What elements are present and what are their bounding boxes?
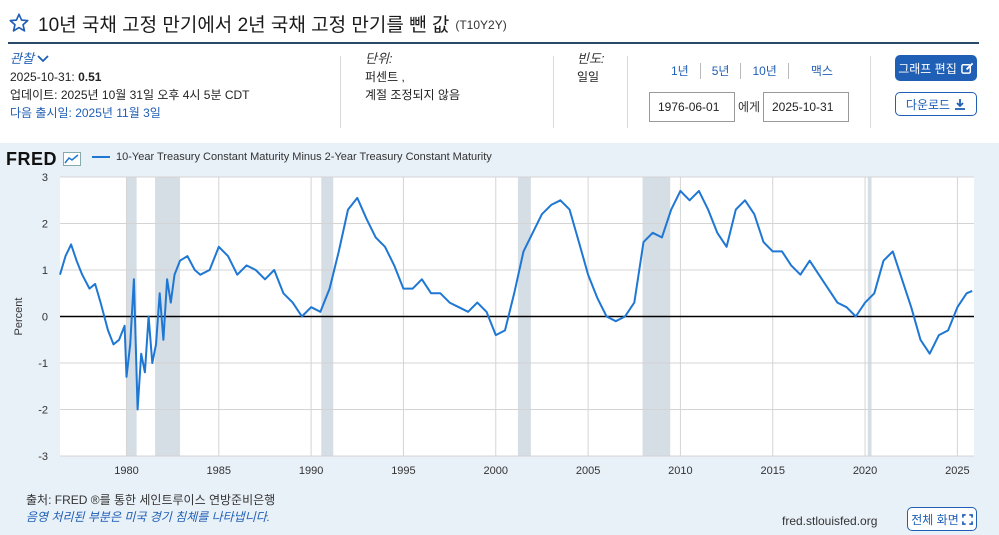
x-tick-label: 1980 <box>114 465 138 477</box>
x-tick-label: 2010 <box>668 465 692 477</box>
frequency-label: 빈도: <box>577 51 605 66</box>
observation-row: 2025-10-31: 0.51 <box>10 68 330 86</box>
divider <box>553 56 554 128</box>
x-tick-label: 2015 <box>760 465 784 477</box>
chart-legend: 10-Year Treasury Constant Maturity Minus… <box>92 151 492 163</box>
start-date-input[interactable] <box>649 92 735 122</box>
end-date-input[interactable] <box>763 92 849 122</box>
range-1y-button[interactable]: 1년 <box>660 63 701 79</box>
observation-dropdown[interactable]: 관찰 <box>10 50 50 68</box>
chevron-down-icon <box>37 55 49 63</box>
observation-value: 0.51 <box>78 70 102 84</box>
series-line <box>59 189 973 411</box>
y-tick-label: 3 <box>42 172 48 184</box>
title-divider <box>8 42 979 44</box>
units-value: 퍼센트 , <box>365 70 405 84</box>
observation-panel: 관찰 2025-10-31: 0.51 업데이트: 2025년 10월 31일 … <box>10 50 330 134</box>
legend-swatch <box>92 156 110 158</box>
edit-icon <box>960 62 974 74</box>
observation-date: 2025-10-31: <box>10 70 75 84</box>
range-buttons: 1년 5년 10년 맥스 <box>660 63 844 79</box>
observation-label: 관찰 <box>10 51 34 66</box>
x-tick-label: 2005 <box>576 465 600 477</box>
x-tick-label: 1990 <box>299 465 323 477</box>
x-tick-label: 1995 <box>391 465 415 477</box>
seasonal-adjustment: 계절 조정되지 않음 <box>365 88 460 102</box>
edit-graph-label: 그래프 편집 <box>898 61 957 76</box>
frequency-panel: 빈도: 일일 <box>577 50 627 134</box>
source-text: 출처: FRED ®를 통한 세인트루이스 연방준비은행 <box>26 493 276 507</box>
units-panel: 단위: 퍼센트 , 계절 조정되지 않음 <box>365 50 545 134</box>
trend-icon <box>62 152 81 166</box>
y-tick-label: -2 <box>38 405 48 417</box>
x-tick-label: 2020 <box>853 465 877 477</box>
updated-text: 업데이트: 2025년 10월 31일 오후 4시 5분 CDT <box>10 88 250 102</box>
series-id: (T10Y2Y) <box>455 18 507 32</box>
range-max-button[interactable]: 맥스 <box>810 64 833 78</box>
x-tick-label: 2025 <box>945 465 969 477</box>
divider <box>627 56 628 128</box>
download-button[interactable]: 다운로드 <box>895 92 977 116</box>
download-label: 다운로드 <box>905 97 951 112</box>
y-tick-label: 1 <box>42 265 48 277</box>
recession-note: 음영 처리된 부분은 미국 경기 침체를 나타냅니다. <box>26 510 271 524</box>
legend-label: 10-Year Treasury Constant Maturity Minus… <box>116 151 492 163</box>
next-release-text: 다음 출시일: 2025년 11월 3일 <box>10 106 161 120</box>
page-title: 10년 국채 고정 만기에서 2년 국채 고정 만기를 뺀 값 <box>38 14 450 36</box>
edit-graph-button[interactable]: 그래프 편집 <box>895 55 977 81</box>
y-axis-label: Percent <box>13 298 25 336</box>
fred-logo: FRED <box>6 149 81 170</box>
x-tick-label: 2000 <box>484 465 508 477</box>
units-label: 단위: <box>365 51 393 66</box>
fullscreen-button[interactable]: 전체 화면 <box>907 507 977 531</box>
fullscreen-icon <box>961 513 973 525</box>
frequency-value: 일일 <box>577 70 600 84</box>
download-icon <box>955 99 966 110</box>
fred-url[interactable]: fred.stlouisfed.org <box>782 514 878 528</box>
y-tick-label: -1 <box>38 358 48 370</box>
x-tick-label: 1985 <box>207 465 231 477</box>
title-bar: 10년 국채 고정 만기에서 2년 국채 고정 만기를 뺀 값 (T10Y2Y) <box>8 6 979 40</box>
chart-svg: 3 2 1 0 -1 -2 -3 1980 1985 1990 1995 2000 2005 2010 20… <box>13 172 974 477</box>
divider <box>340 56 341 128</box>
fred-logo-text: FRED <box>6 149 57 169</box>
y-tick-label: 0 <box>42 312 48 324</box>
chart-panel: 3 2 1 0 -1 -2 -3 1980 1985 1990 1995 2000 2005 2010 20… <box>0 143 999 535</box>
y-tick-label: 2 <box>42 219 48 231</box>
y-tick-label: -3 <box>38 451 48 463</box>
date-to-label: 에게 <box>738 100 761 114</box>
range-10y-button[interactable]: 10년 <box>741 63 789 79</box>
fullscreen-label: 전체 화면 <box>911 512 959 527</box>
range-5y-button[interactable]: 5년 <box>701 63 742 79</box>
star-icon[interactable] <box>8 12 30 34</box>
divider <box>870 56 871 128</box>
